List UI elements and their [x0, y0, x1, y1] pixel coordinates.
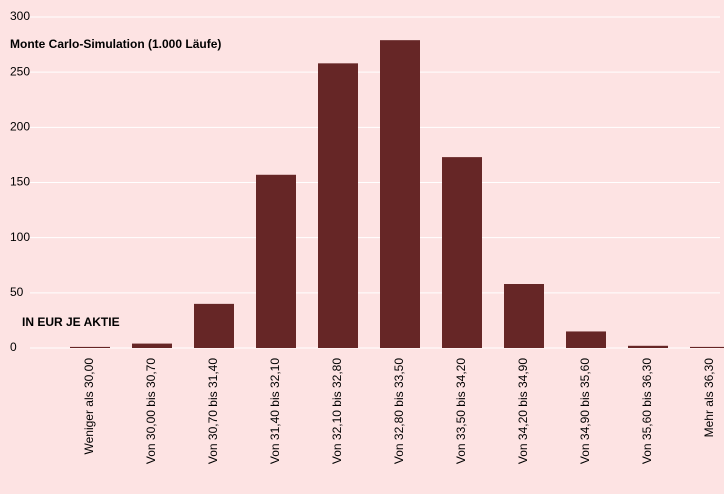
- bar: [504, 284, 544, 348]
- x-tick-label: Von 32,10 bis 32,80: [330, 358, 344, 464]
- bar: [690, 346, 724, 348]
- x-tick-label: Von 31,40 bis 32,10: [268, 358, 282, 464]
- x-tick-label: Von 32,80 bis 33,50: [392, 358, 406, 464]
- x-tick-label: Von 30,70 bis 31,40: [206, 358, 220, 464]
- bar: [256, 174, 296, 348]
- x-tick-label: Von 30,00 bis 30,70: [144, 358, 158, 464]
- x-tick-label: Mehr als 36,30: [702, 358, 716, 438]
- y-tick-label: 150: [10, 175, 30, 189]
- bar: [132, 343, 172, 348]
- y-tick-label: 50: [10, 285, 24, 299]
- y-tick-label: 100: [10, 230, 30, 244]
- y-tick-label: 300: [10, 9, 30, 23]
- x-tick-label: Von 34,20 bis 34,90: [516, 358, 530, 464]
- bar: [380, 40, 420, 349]
- x-tick-label: Weniger als 30,00: [82, 358, 96, 455]
- x-tick-label: Von 35,60 bis 36,30: [640, 358, 654, 464]
- bar: [194, 303, 234, 348]
- y-tick-label: 0: [10, 340, 17, 354]
- bar: [628, 345, 668, 348]
- x-tick-label: Von 33,50 bis 34,20: [454, 358, 468, 464]
- bar: [70, 346, 110, 348]
- bar: [318, 63, 358, 349]
- chart-title: Monte Carlo-Simulation (1.000 Läufe): [10, 37, 221, 51]
- bar: [442, 157, 482, 348]
- bar: [566, 331, 606, 348]
- x-tick-label: Von 34,90 bis 35,60: [578, 358, 592, 464]
- y-tick-label: 250: [10, 64, 30, 78]
- annotation: IN EUR JE AKTIE: [22, 315, 120, 329]
- y-tick-label: 200: [10, 120, 30, 134]
